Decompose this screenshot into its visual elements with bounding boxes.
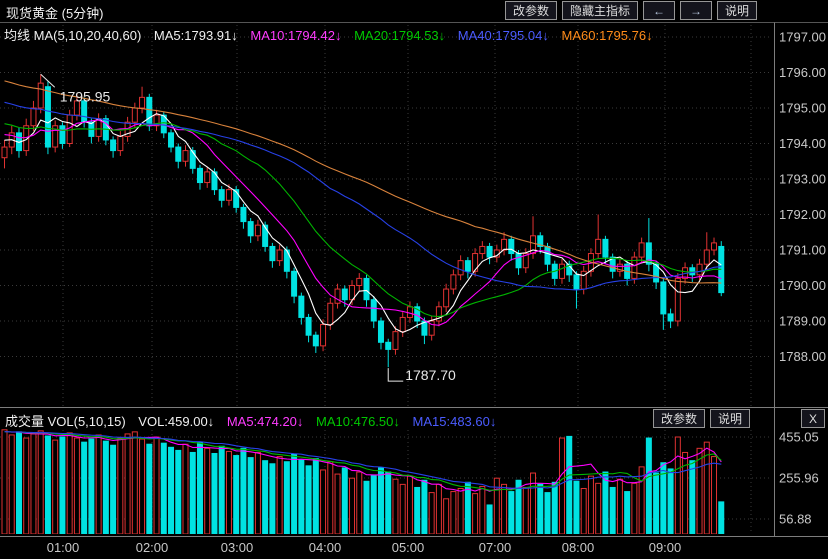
ma-params-label: 均线 MA(5,10,20,40,60): [4, 28, 142, 43]
volume-axis-label: 455.05: [779, 430, 819, 445]
high-price-label: 1795.95: [60, 88, 111, 104]
ma20-value: MA20:1794.53↓: [354, 28, 446, 43]
vol-params-label: 成交量 VOL(5,10,15): [5, 414, 126, 429]
volume-change-params-button[interactable]: 改参数: [652, 409, 705, 428]
ma40-value: MA40:1795.04↓: [457, 28, 549, 43]
vol-value: VOL:459.00↓: [138, 414, 215, 429]
price-axis-label: 1794.00: [779, 136, 826, 151]
volume-toolbar: 成交量 VOL(5,10,15) VOL:459.00↓ MA5:474.20↓…: [0, 409, 828, 430]
time-axis-label: 08:00: [562, 540, 595, 555]
vol-ma10-value: MA10:476.50↓: [316, 414, 400, 429]
time-axis-label: 01:00: [47, 540, 80, 555]
toolbar-buttons: 改参数 隐藏主指标 ← → 说明: [504, 1, 757, 20]
help-button[interactable]: 说明: [716, 1, 757, 20]
volume-close-button[interactable]: X: [801, 409, 825, 428]
price-axis-label: 1792.00: [779, 207, 826, 222]
time-axis-label: 09:00: [649, 540, 682, 555]
price-axis-label: 1791.00: [779, 243, 826, 258]
time-axis-label: 04:00: [309, 540, 342, 555]
price-axis-label: 1797.00: [779, 30, 826, 45]
vol-ma15-value: MA15:483.60↓: [412, 414, 497, 429]
hide-main-indicator-button[interactable]: 隐藏主指标: [561, 1, 638, 20]
price-axis-label: 1788.00: [779, 349, 826, 364]
time-axis-label: 02:00: [136, 540, 169, 555]
price-axis-label: 1795.00: [779, 101, 826, 116]
ma5-value: MA5:1793.91↓: [153, 28, 238, 43]
prev-arrow-button[interactable]: ←: [642, 1, 675, 20]
volume-indicator-readout: 成交量 VOL(5,10,15) VOL:459.00↓ MA5:474.20↓…: [5, 411, 505, 430]
next-arrow-button[interactable]: →: [679, 1, 712, 20]
price-axis-label: 1796.00: [779, 65, 826, 80]
vol-ma5-value: MA5:474.20↓: [226, 414, 304, 429]
volume-toolbar-buttons: 改参数 说明: [652, 409, 750, 428]
volume-help-button[interactable]: 说明: [709, 409, 750, 428]
ma10-value: MA10:1794.42↓: [250, 28, 342, 43]
volume-axis-label: 255.96: [779, 471, 819, 486]
ma60-value: MA60:1795.76↓: [561, 28, 653, 43]
instrument-title: 现货黄金 (5分钟): [6, 6, 104, 21]
price-axis-label: 1793.00: [779, 172, 826, 187]
time-axis-label: 03:00: [221, 540, 254, 555]
change-params-button[interactable]: 改参数: [504, 1, 557, 20]
low-price-label: 1787.70: [405, 367, 456, 383]
top-toolbar: 现货黄金 (5分钟) 改参数 隐藏主指标 ← → 说明: [0, 0, 828, 22]
ma-indicator-readout: 均线 MA(5,10,20,40,60) MA5:1793.91↓ MA10:1…: [4, 25, 662, 44]
time-axis-label: 05:00: [392, 540, 425, 555]
volume-axis-label: 56.88: [779, 512, 812, 527]
price-axis-label: 1789.00: [779, 314, 826, 329]
price-axis-label: 1790.00: [779, 278, 826, 293]
time-axis-label: 07:00: [479, 540, 512, 555]
